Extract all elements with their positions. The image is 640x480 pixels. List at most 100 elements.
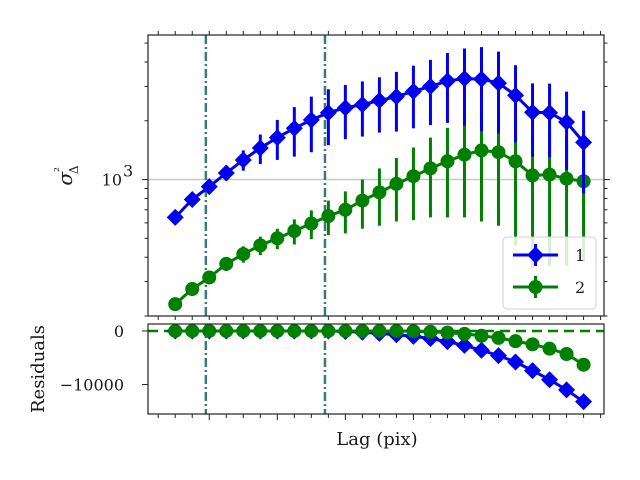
top-panel: 10 3 σ²Δ 1 2	[52, 31, 610, 320]
top-point	[321, 209, 336, 224]
top-point	[353, 96, 371, 114]
bottom-point	[372, 324, 387, 338]
top-point	[440, 154, 455, 169]
bottom-point	[558, 381, 576, 399]
bottom-panel: 0 −10000 Residuals	[28, 322, 605, 420]
bottom-point	[559, 347, 574, 361]
top-point	[304, 216, 319, 231]
bottom-point	[474, 328, 489, 343]
top-y-tick-label-0: 10	[102, 171, 122, 190]
top-point	[302, 111, 320, 129]
top-point	[168, 297, 183, 312]
bottom-point	[507, 353, 525, 371]
bottom-point	[202, 324, 217, 338]
top-point	[234, 151, 252, 169]
bottom-point	[219, 324, 234, 338]
top-point	[507, 86, 525, 104]
bottom-point	[423, 324, 438, 339]
bottom-point	[508, 334, 523, 349]
top-point	[525, 168, 540, 183]
bottom-point	[472, 341, 490, 359]
bottom-series-2	[168, 324, 591, 372]
top-y-axis-label: σ²Δ	[52, 165, 81, 185]
top-point	[472, 70, 490, 88]
bottom-x-ticks	[157, 414, 602, 420]
top-point	[268, 129, 286, 147]
top-point	[524, 103, 542, 121]
bottom-point	[455, 336, 473, 354]
top-x-ticks	[157, 31, 602, 320]
top-point	[200, 178, 218, 196]
bottom-point	[525, 337, 540, 352]
top-point	[185, 281, 200, 296]
bottom-point	[575, 393, 593, 411]
bottom-point	[321, 324, 336, 338]
y-label-sup: ²	[52, 167, 66, 172]
top-point	[558, 113, 576, 131]
bottom-point	[236, 324, 251, 338]
bottom-point	[406, 324, 421, 339]
top-point	[541, 104, 559, 122]
legend-marker-1	[527, 246, 544, 264]
bottom-point	[355, 324, 370, 338]
legend-marker-2	[528, 280, 543, 294]
top-point	[338, 202, 353, 217]
bottom-y-tick-label-0: 0	[114, 322, 124, 341]
y-label-sub: Δ	[67, 165, 81, 174]
bottom-point	[542, 341, 557, 356]
bottom-point	[490, 347, 508, 365]
top-point	[183, 191, 201, 209]
top-axes-frame	[147, 34, 605, 317]
top-point	[236, 247, 251, 262]
bottom-point	[304, 324, 319, 338]
bottom-point	[491, 330, 506, 345]
top-point	[542, 167, 557, 182]
legend-label-2: 2	[575, 278, 585, 297]
bottom-point	[168, 324, 183, 338]
top-point	[202, 270, 217, 285]
top-point	[270, 231, 285, 246]
bottom-y-ticks: 0 −10000	[60, 322, 148, 395]
top-point	[423, 161, 438, 176]
top-point	[491, 145, 506, 160]
top-point	[370, 92, 388, 110]
bottom-point	[253, 324, 268, 338]
top-series-1	[166, 47, 593, 226]
bottom-y-axis-label: Residuals	[28, 325, 49, 413]
top-point	[455, 70, 473, 88]
bottom-point	[338, 324, 353, 338]
top-point	[438, 72, 456, 90]
top-point	[490, 74, 508, 92]
top-point	[421, 77, 439, 95]
top-point	[372, 185, 387, 200]
top-point	[217, 164, 235, 182]
legend-label-1: 1	[575, 246, 585, 265]
bottom-point	[576, 357, 591, 372]
bottom-point	[287, 324, 302, 338]
top-point	[387, 88, 405, 106]
top-point	[251, 139, 269, 157]
top-point	[389, 176, 404, 191]
top-point	[474, 143, 489, 158]
bottom-point	[185, 324, 200, 338]
bottom-point	[524, 362, 542, 380]
bottom-y-tick-label-1: −10000	[60, 376, 124, 395]
top-point	[285, 119, 303, 137]
bottom-point	[389, 324, 404, 338]
bottom-point	[270, 324, 285, 338]
x-axis-label: Lag (pix)	[336, 429, 417, 450]
top-point	[287, 224, 302, 239]
bottom-point	[457, 326, 472, 341]
top-y-tick-exponent-0: 3	[123, 162, 133, 181]
top-point	[336, 99, 354, 117]
top-point	[319, 104, 337, 122]
top-point	[508, 154, 523, 169]
top-point	[457, 147, 472, 162]
top-point	[253, 238, 268, 253]
y-label-symbol: σ	[53, 171, 77, 186]
top-point	[404, 82, 422, 100]
top-point	[219, 256, 234, 271]
top-point	[575, 133, 593, 151]
bottom-point	[541, 371, 559, 389]
